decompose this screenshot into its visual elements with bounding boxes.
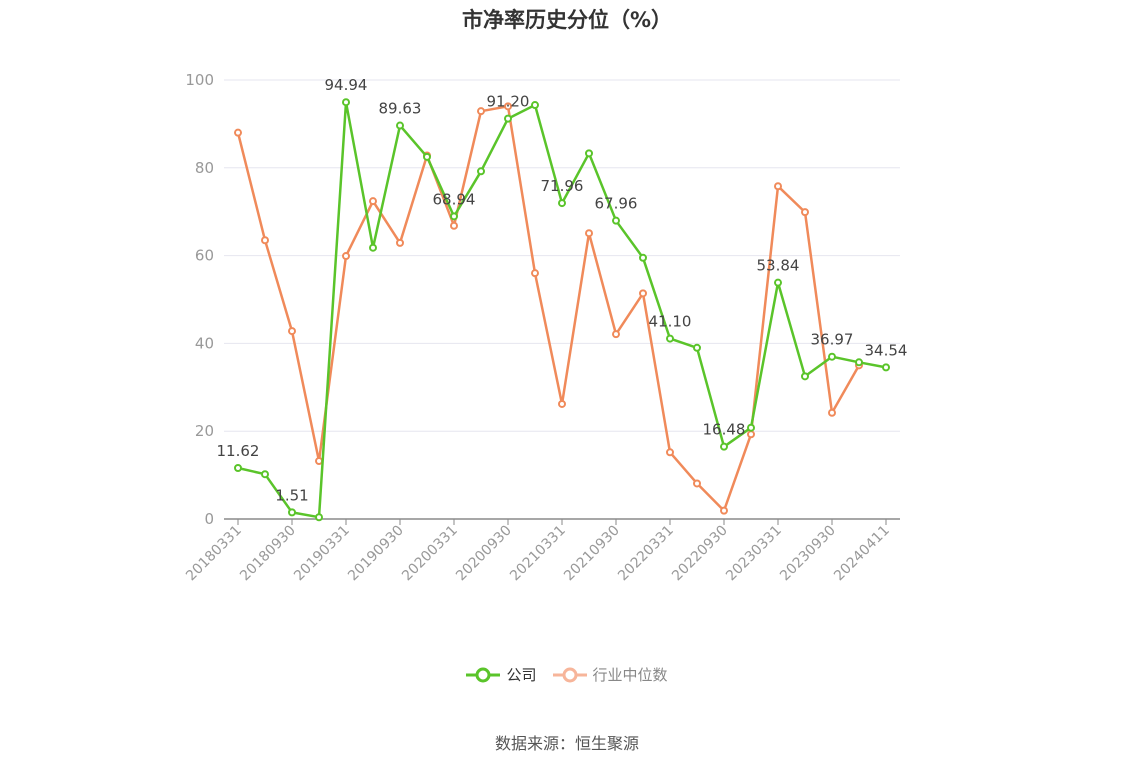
x-tick-label-20210331: 20210331 <box>507 523 569 585</box>
legend-item-industry-median[interactable]: 行业中位数 <box>552 664 668 685</box>
data-label-20230930: 36.97 <box>811 331 854 349</box>
x-tick-label-20210930: 20210930 <box>561 523 623 585</box>
x-tick-label-20230331: 20230331 <box>723 523 785 585</box>
data-point-s1-20180331 <box>234 128 242 137</box>
data-point-s1-20230331 <box>774 182 782 191</box>
data-point-s1-20210930 <box>612 330 620 339</box>
data-point-s0-20231231 <box>855 358 863 367</box>
data-label-20220331: 41.10 <box>649 313 692 331</box>
series-layer <box>234 98 890 522</box>
data-point-s1-20200630 <box>477 107 485 116</box>
legend-label-company: 公司 <box>506 666 537 684</box>
series-line-0 <box>237 100 887 519</box>
data-label-20210930: 67.96 <box>595 195 638 213</box>
legend-item-company[interactable]: 公司 <box>466 664 537 685</box>
x-tick-label-20200930: 20200930 <box>453 523 515 585</box>
data-label-20200930: 91.20 <box>487 93 530 111</box>
data-point-s1-20200331 <box>450 221 458 230</box>
data-point-s0-20190630 <box>369 243 377 252</box>
data-point-s1-20220331 <box>666 448 674 457</box>
data-point-s0-20180331 <box>234 463 242 472</box>
data-label-20220930: 16.48 <box>703 421 746 439</box>
chart-title: 市净率历史分位（%） <box>461 8 673 32</box>
legend-label-industry-median: 行业中位数 <box>592 666 668 684</box>
legend-industry-marker-icon <box>552 667 587 682</box>
source-note: 数据来源：恒生聚源 <box>494 734 639 753</box>
y-tick-label-80: 80 <box>195 159 214 177</box>
data-point-s0-20220930 <box>720 442 728 451</box>
data-point-s1-20180630 <box>261 236 269 245</box>
y-tick-label-0: 0 <box>204 510 214 528</box>
data-label-20190930: 89.63 <box>379 100 422 118</box>
x-tick-label-20220331: 20220331 <box>615 523 677 585</box>
data-label-20180930: 1.51 <box>275 486 308 504</box>
legend-company-marker-icon <box>466 667 501 682</box>
data-label-20240411: 34.54 <box>865 341 908 359</box>
data-label-20180331: 11.62 <box>217 442 260 460</box>
data-point-s0-20220630 <box>693 343 701 352</box>
data-point-s1-20230930 <box>828 408 836 417</box>
data-point-s1-20201231 <box>531 269 539 278</box>
y-tick-label-60: 60 <box>195 247 214 265</box>
data-point-s1-20220930 <box>720 506 728 515</box>
data-label-layer: 11.62 1.51 94.94 89.63 68.94 91.20 71.96 67.96 4… <box>217 76 908 504</box>
data-point-s0-20180930 <box>288 508 296 517</box>
data-point-s1-20230630 <box>801 208 809 217</box>
data-point-s1-20190930 <box>396 238 404 247</box>
data-point-s0-20210630 <box>585 149 593 158</box>
grid-layer <box>224 79 900 432</box>
line-chart: 0 20 40 60 80 100 2018033120180930201903312019… <box>183 71 908 585</box>
data-point-s0-20230930 <box>828 352 836 361</box>
data-point-s0-20191231 <box>423 152 431 161</box>
data-point-s1-20221231 <box>747 430 755 439</box>
data-point-s0-20230630 <box>801 372 809 381</box>
data-point-s1-20190331 <box>342 252 350 261</box>
x-tick-label-20180331: 20180331 <box>183 523 245 585</box>
data-point-s0-20200331 <box>450 212 458 221</box>
series-line-1 <box>236 105 861 512</box>
data-point-s0-20240411 <box>882 363 890 372</box>
data-point-s0-20211231 <box>639 253 647 262</box>
data-point-s0-20180630 <box>261 470 269 479</box>
y-tick-label-100: 100 <box>185 71 214 89</box>
data-point-s1-20210630 <box>585 229 593 238</box>
x-tick-label-20190331: 20190331 <box>291 523 353 585</box>
x-tick-label-20220930: 20220930 <box>669 523 731 585</box>
data-point-s0-20220331 <box>666 334 674 343</box>
data-point-s1-20181231 <box>315 457 323 466</box>
data-point-s1-20180930 <box>288 327 296 336</box>
data-point-s1-20210331 <box>558 399 566 408</box>
y-tick-label-20: 20 <box>195 422 214 440</box>
data-point-s1-20220630 <box>693 479 701 488</box>
data-label-20200331: 68.94 <box>433 190 476 208</box>
data-point-s0-20221231 <box>747 423 755 432</box>
data-point-s0-20200930 <box>504 114 512 123</box>
x-tick-label-20200331: 20200331 <box>399 523 461 585</box>
data-point-s0-20210930 <box>612 216 620 225</box>
data-point-s0-20190331 <box>342 98 350 107</box>
x-tick-label-20230930: 20230930 <box>777 523 839 585</box>
data-point-s0-20200630 <box>477 167 485 176</box>
y-tick-label-40: 40 <box>195 334 214 352</box>
data-point-s0-20190930 <box>396 121 404 130</box>
data-label-20190331: 94.94 <box>325 76 368 94</box>
data-label-20230331: 53.84 <box>757 257 800 275</box>
x-tick-label-20240411: 20240411 <box>831 523 893 585</box>
data-point-s0-20201231 <box>531 101 539 110</box>
data-label-20210331: 71.96 <box>541 177 584 195</box>
x-tick-label-20190930: 20190930 <box>345 523 407 585</box>
legend: 公司 行业中位数 <box>0 664 1134 685</box>
x-tick-label-20180930: 20180930 <box>237 523 299 585</box>
data-point-s1-20190630 <box>369 197 377 206</box>
data-point-s1-20211231 <box>639 289 647 298</box>
data-point-s1-20200930 <box>504 102 512 111</box>
data-point-s0-20181231 <box>315 513 323 522</box>
data-point-s0-20230331 <box>774 278 782 287</box>
data-point-s0-20210331 <box>558 199 566 208</box>
